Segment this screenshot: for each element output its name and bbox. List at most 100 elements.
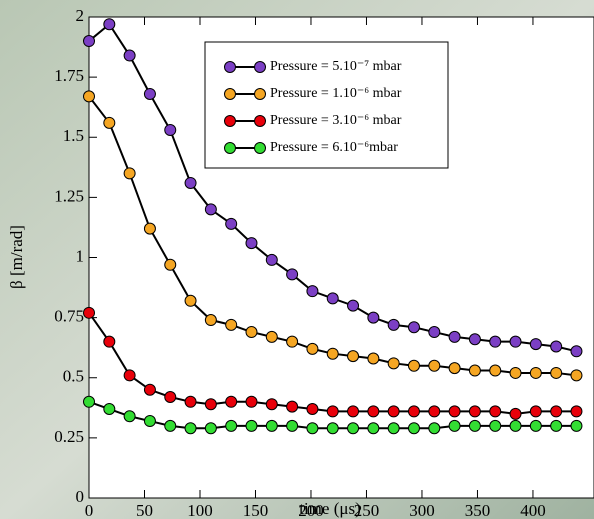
x-tick-label: 250 xyxy=(354,501,380,519)
data-point xyxy=(529,405,542,418)
data-point xyxy=(347,299,360,312)
data-point xyxy=(570,369,583,382)
data-point xyxy=(184,422,197,435)
data-point xyxy=(123,49,136,62)
data-point xyxy=(509,335,522,348)
legend-marker xyxy=(224,142,236,154)
data-point xyxy=(286,400,299,413)
data-point xyxy=(123,410,136,423)
y-tick-label: 0.25 xyxy=(54,427,84,446)
data-point xyxy=(509,407,522,420)
x-tick-label: 300 xyxy=(409,501,435,519)
y-tick-label: 0 xyxy=(76,487,85,506)
data-point xyxy=(570,345,583,358)
data-point xyxy=(448,419,461,432)
data-point xyxy=(570,419,583,432)
data-point xyxy=(387,422,400,435)
data-point xyxy=(387,405,400,418)
data-point xyxy=(489,419,502,432)
x-tick-label: 400 xyxy=(520,501,546,519)
legend-marker xyxy=(224,61,236,73)
data-point xyxy=(550,405,563,418)
data-point xyxy=(550,419,563,432)
data-point xyxy=(550,366,563,379)
data-point xyxy=(103,18,116,31)
data-point xyxy=(204,422,217,435)
data-point xyxy=(529,366,542,379)
data-point xyxy=(326,347,339,360)
data-point xyxy=(225,419,238,432)
data-point xyxy=(184,395,197,408)
y-tick-label: 1.25 xyxy=(54,186,84,205)
data-point xyxy=(83,306,95,319)
data-point xyxy=(509,419,522,432)
data-point xyxy=(529,419,542,432)
data-point xyxy=(367,311,380,324)
x-tick-label: 0 xyxy=(85,501,94,519)
data-point xyxy=(448,362,461,375)
data-point xyxy=(550,340,563,353)
data-point xyxy=(367,422,380,435)
data-point xyxy=(204,398,217,411)
data-point xyxy=(265,398,278,411)
data-point xyxy=(265,253,278,266)
x-tick-label: 200 xyxy=(298,501,324,519)
data-point xyxy=(286,335,299,348)
data-point xyxy=(306,342,319,355)
legend-label: Pressure = 3.10⁻⁶ mbar xyxy=(270,113,402,128)
data-point xyxy=(103,403,116,416)
data-point xyxy=(164,124,177,137)
data-point xyxy=(428,326,441,339)
data-point xyxy=(123,167,136,180)
x-tick-label: 50 xyxy=(136,501,153,519)
data-point xyxy=(489,405,502,418)
data-point xyxy=(347,422,360,435)
data-point xyxy=(468,419,481,432)
data-point xyxy=(387,318,400,331)
data-point xyxy=(387,357,400,370)
data-point xyxy=(83,90,95,103)
x-tick-label: 150 xyxy=(243,501,269,519)
data-point xyxy=(83,395,95,408)
data-point xyxy=(245,395,258,408)
x-tick-label: 100 xyxy=(187,501,213,519)
data-point xyxy=(347,350,360,363)
data-point xyxy=(184,176,197,189)
data-point xyxy=(225,318,238,331)
data-point xyxy=(225,217,238,230)
data-point xyxy=(306,403,319,416)
data-point xyxy=(123,369,136,382)
data-point xyxy=(407,405,420,418)
data-point xyxy=(164,419,177,432)
data-point xyxy=(489,335,502,348)
data-point xyxy=(326,405,339,418)
data-point xyxy=(143,383,156,396)
data-point xyxy=(407,321,420,334)
legend-marker xyxy=(224,88,236,100)
legend-label: Pressure = 6.10⁻⁶mbar xyxy=(270,140,398,155)
data-point xyxy=(306,285,319,298)
y-tick-label: 1 xyxy=(76,246,85,265)
data-point xyxy=(286,268,299,281)
data-point xyxy=(326,422,339,435)
data-point xyxy=(407,422,420,435)
x-axis-label: time (μs) xyxy=(299,499,361,518)
legend: Pressure = 5.10⁻⁷ mbar Pressure = 1.10⁻⁶ … xyxy=(204,41,449,169)
data-point xyxy=(245,237,258,250)
data-point xyxy=(204,203,217,216)
data-point xyxy=(468,405,481,418)
data-point xyxy=(428,422,441,435)
y-tick-label: 2 xyxy=(76,6,85,25)
data-point xyxy=(468,333,481,346)
data-point xyxy=(143,415,156,428)
data-point xyxy=(428,359,441,372)
x-tick-label: 350 xyxy=(465,501,491,519)
legend-marker xyxy=(254,142,266,154)
data-point xyxy=(407,359,420,372)
data-point xyxy=(570,405,583,418)
legend-marker xyxy=(224,115,236,127)
legend-label: Pressure = 1.10⁻⁶ mbar xyxy=(270,86,402,101)
legend-marker xyxy=(254,115,266,127)
data-point xyxy=(265,419,278,432)
